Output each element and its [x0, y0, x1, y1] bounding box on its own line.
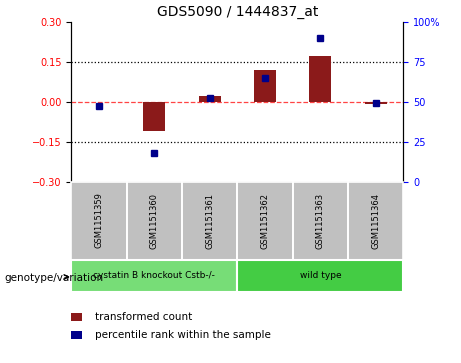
Bar: [143, 102, 165, 131]
Text: GSM1151361: GSM1151361: [205, 192, 214, 249]
Bar: [309, 56, 331, 102]
Text: GSM1151359: GSM1151359: [95, 193, 104, 248]
Bar: [199, 96, 221, 102]
Text: GSM1151360: GSM1151360: [150, 192, 159, 249]
Title: GDS5090 / 1444837_at: GDS5090 / 1444837_at: [157, 5, 318, 19]
Bar: [293, 182, 348, 260]
Text: GSM1151363: GSM1151363: [316, 192, 325, 249]
Bar: [182, 182, 237, 260]
Text: transformed count: transformed count: [95, 312, 192, 322]
Bar: [254, 70, 276, 102]
Bar: [237, 260, 403, 292]
Text: wild type: wild type: [300, 272, 341, 280]
Bar: [71, 313, 82, 321]
Text: GSM1151364: GSM1151364: [371, 192, 380, 249]
Bar: [365, 102, 387, 104]
Text: GSM1151362: GSM1151362: [260, 192, 270, 249]
Text: genotype/variation: genotype/variation: [5, 273, 104, 283]
Bar: [237, 182, 293, 260]
Bar: [71, 260, 237, 292]
Bar: [348, 182, 403, 260]
Bar: [127, 182, 182, 260]
Bar: [71, 182, 127, 260]
Text: percentile rank within the sample: percentile rank within the sample: [95, 330, 271, 340]
Bar: [71, 331, 82, 339]
Text: cystatin B knockout Cstb-/-: cystatin B knockout Cstb-/-: [94, 272, 215, 280]
